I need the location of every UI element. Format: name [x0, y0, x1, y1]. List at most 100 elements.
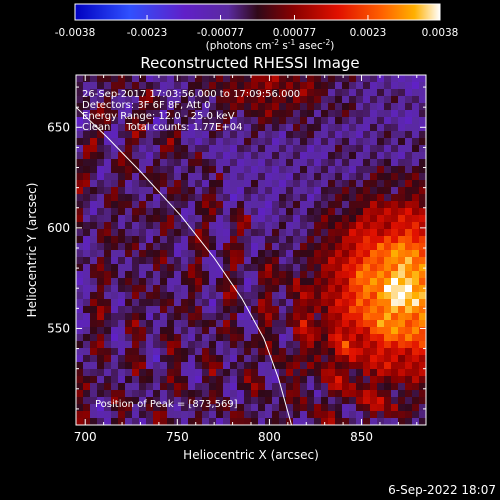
heatmap-cell [125, 292, 133, 300]
heatmap-cell [335, 278, 343, 286]
heatmap-cell [230, 285, 238, 293]
heatmap-cell [97, 117, 105, 125]
heatmap-cell [111, 124, 119, 132]
heatmap-cell [153, 201, 161, 209]
heatmap-cell [314, 327, 322, 335]
heatmap-cell [412, 355, 420, 363]
heatmap-cell [104, 117, 112, 125]
heatmap-cell [223, 215, 231, 223]
heatmap-cell [279, 341, 287, 349]
heatmap-cell [132, 173, 140, 181]
heatmap-cell [412, 222, 420, 230]
heatmap-cell [132, 201, 140, 209]
heatmap-cell [244, 271, 252, 279]
heatmap-cell [342, 103, 350, 111]
heatmap-cell [216, 173, 224, 181]
heatmap-cell [363, 341, 371, 349]
colorbar-gradient [74, 3, 441, 21]
heatmap-cell [419, 292, 426, 300]
heatmap-cell [139, 82, 147, 90]
heatmap-cell [90, 264, 98, 272]
heatmap-cell [307, 404, 315, 412]
heatmap-cell [90, 327, 98, 335]
heatmap-cell [258, 138, 266, 146]
heatmap-cell [209, 278, 217, 286]
heatmap-cell [111, 208, 119, 216]
heatmap-cell [335, 271, 343, 279]
heatmap-cell [90, 236, 98, 244]
heatmap-cell [216, 369, 224, 377]
heatmap-cell [293, 222, 301, 230]
heatmap-cell [125, 131, 133, 139]
heatmap-cell [125, 369, 133, 377]
heatmap-cell [279, 166, 287, 174]
heatmap-cell [230, 299, 238, 307]
heatmap-cell [272, 411, 280, 419]
heatmap-cell [293, 278, 301, 286]
heatmap-cell [181, 404, 189, 412]
heatmap-cell [384, 348, 392, 356]
heatmap-cell [223, 124, 231, 132]
heatmap-cell [314, 229, 322, 237]
heatmap-cell [342, 313, 350, 321]
heatmap-cell [398, 89, 406, 97]
heatmap-cell [202, 201, 210, 209]
heatmap-cell [111, 131, 119, 139]
heatmap-cell [104, 369, 112, 377]
heatmap-cell [216, 166, 224, 174]
heatmap-cell [111, 166, 119, 174]
heatmap-cell [265, 222, 273, 230]
heatmap-cell [139, 243, 147, 251]
heatmap-cell [370, 180, 378, 188]
heatmap-cell [279, 159, 287, 167]
heatmap-cell [118, 397, 126, 405]
heatmap-cell [174, 264, 182, 272]
heatmap-cell [188, 383, 196, 391]
heatmap-cell [342, 362, 350, 370]
heatmap-cell [125, 236, 133, 244]
heatmap-cell [384, 271, 392, 279]
heatmap-cell [209, 271, 217, 279]
heatmap-cell [307, 222, 315, 230]
heatmap-cell [265, 75, 273, 83]
heatmap-cell [251, 159, 259, 167]
heatmap-cell [335, 264, 343, 272]
heatmap-cell [258, 201, 266, 209]
heatmap-cell [118, 110, 126, 118]
heatmap-cell [174, 390, 182, 398]
heatmap-cell [328, 334, 336, 342]
heatmap-cell [293, 271, 301, 279]
heatmap-cell [293, 327, 301, 335]
heatmap-cell [377, 243, 385, 251]
heatmap-cell [83, 257, 91, 265]
heatmap-cell [83, 355, 91, 363]
heatmap-cell [335, 327, 343, 335]
heatmap-cell [111, 264, 119, 272]
heatmap-cell [202, 264, 210, 272]
heatmap-cell [321, 229, 329, 237]
heatmap-cell [188, 89, 196, 97]
heatmap-cell [76, 250, 84, 258]
heatmap-cell [83, 215, 91, 223]
heatmap-cell [83, 187, 91, 195]
heatmap-cell [118, 285, 126, 293]
heatmap-cell [265, 341, 273, 349]
heatmap-cell [356, 264, 364, 272]
heatmap-cell [384, 362, 392, 370]
heatmap-cell [265, 103, 273, 111]
heatmap-cell [307, 117, 315, 125]
heatmap-cell [153, 131, 161, 139]
heatmap-cell [258, 222, 266, 230]
heatmap-cell [398, 327, 406, 335]
heatmap-cell [377, 369, 385, 377]
heatmap-cell [314, 96, 322, 104]
heatmap-cell [195, 103, 203, 111]
heatmap-cell [230, 397, 238, 405]
heatmap-cell [216, 194, 224, 202]
heatmap-cell [132, 215, 140, 223]
heatmap-cell [356, 187, 364, 195]
heatmap-cell [335, 82, 343, 90]
heatmap-cell [111, 187, 119, 195]
heatmap-cell [195, 369, 203, 377]
heatmap-cell [384, 411, 392, 419]
